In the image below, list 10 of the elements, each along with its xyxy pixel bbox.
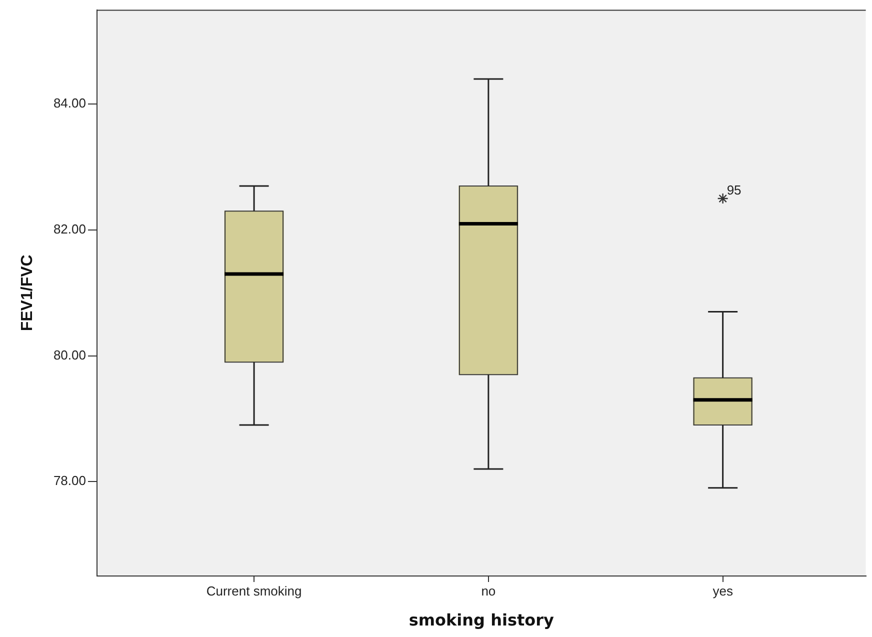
- annotation: 95: [726, 182, 742, 198]
- x-tick-label: no: [481, 583, 496, 598]
- y-axis-title: FEV1/FVC: [19, 254, 36, 332]
- y-tick-label: 80.00: [53, 347, 86, 362]
- x-tick-label: Current smoking: [206, 583, 302, 598]
- y-tick-label: 82.00: [53, 222, 86, 237]
- x-axis-title: smoking history: [408, 610, 555, 630]
- x-tick-label: yes: [712, 583, 734, 598]
- y-tick-label: 78.00: [53, 473, 86, 488]
- y-tick-label: 84.00: [53, 96, 86, 111]
